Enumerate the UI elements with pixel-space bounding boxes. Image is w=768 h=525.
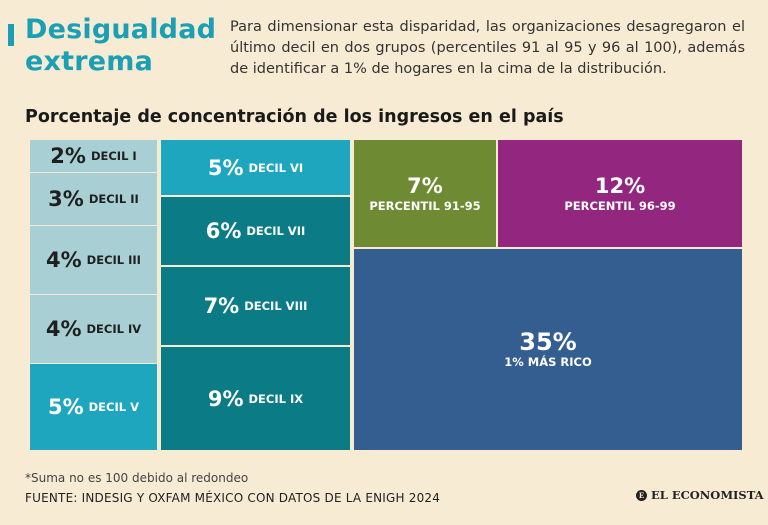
- tile-value: 5%: [207, 155, 244, 180]
- source-text: FUENTE: INDESIG Y OXFAM MÉXICO CON DATOS…: [25, 491, 441, 505]
- logo-text: EL ECONOMISTA: [651, 488, 764, 502]
- chart-title: Porcentaje de concentración de los ingre…: [25, 107, 564, 127]
- tile-label: DECIL VI: [248, 160, 304, 175]
- tile-value: 3%: [48, 187, 84, 211]
- tile-value: 6%: [205, 219, 242, 243]
- tile-value: 5%: [47, 395, 84, 419]
- tile-label: DECIL III: [86, 253, 141, 267]
- treemap-tile: 7% DECIL VIII: [161, 267, 350, 345]
- footnote: *Suma no es 100 debido al redondeo: [25, 471, 249, 485]
- tile-label: PERCENTIL 91-95: [369, 198, 481, 213]
- treemap-tile: 5% DECIL V: [30, 364, 157, 450]
- page-title: Desigualdad extrema: [25, 14, 217, 77]
- tile-value: 12%: [594, 173, 646, 198]
- tile-value: 4%: [45, 317, 82, 341]
- tile-label: PERCENTIL 96-99: [564, 198, 676, 213]
- tile-value: 9%: [207, 386, 244, 411]
- publisher-logo: E EL ECONOMISTA: [636, 488, 764, 502]
- tile-label: DECIL II: [88, 192, 139, 206]
- tile-label: DECIL V: [88, 400, 139, 414]
- treemap-tile: 2% DECIL I: [30, 140, 157, 172]
- tile-value: 2%: [50, 144, 86, 168]
- tile-value: 4%: [46, 248, 82, 272]
- treemap-tile: 3% DECIL II: [30, 173, 157, 225]
- treemap-tile: 9% DECIL IX: [161, 347, 350, 450]
- tile-value: 7%: [407, 173, 443, 198]
- treemap-tile: 4% DECIL III: [30, 226, 157, 294]
- title-accent-bar: [8, 24, 14, 46]
- treemap-tile: 4% DECIL IV: [30, 295, 157, 363]
- tile-label: 1% MÁS RICO: [504, 354, 592, 369]
- tile-label: DECIL VIII: [244, 299, 308, 313]
- treemap-tile: 7% PERCENTIL 91-95: [354, 140, 496, 247]
- treemap-tile: 35% 1% MÁS RICO: [354, 249, 742, 450]
- treemap-tile: 5% DECIL VI: [161, 140, 350, 195]
- tile-value: 7%: [203, 294, 240, 318]
- tile-label: DECIL VII: [246, 224, 306, 238]
- tile-label: DECIL I: [90, 149, 137, 163]
- logo-icon: E: [636, 489, 647, 501]
- treemap-tile: 12% PERCENTIL 96-99: [498, 140, 742, 247]
- tile-value: 35%: [519, 327, 577, 356]
- tile-label: DECIL IX: [248, 391, 304, 406]
- tile-label: DECIL IV: [86, 322, 142, 336]
- treemap-tile: 6% DECIL VII: [161, 197, 350, 265]
- intro-text: Para dimensionar esta disparidad, las or…: [230, 19, 745, 77]
